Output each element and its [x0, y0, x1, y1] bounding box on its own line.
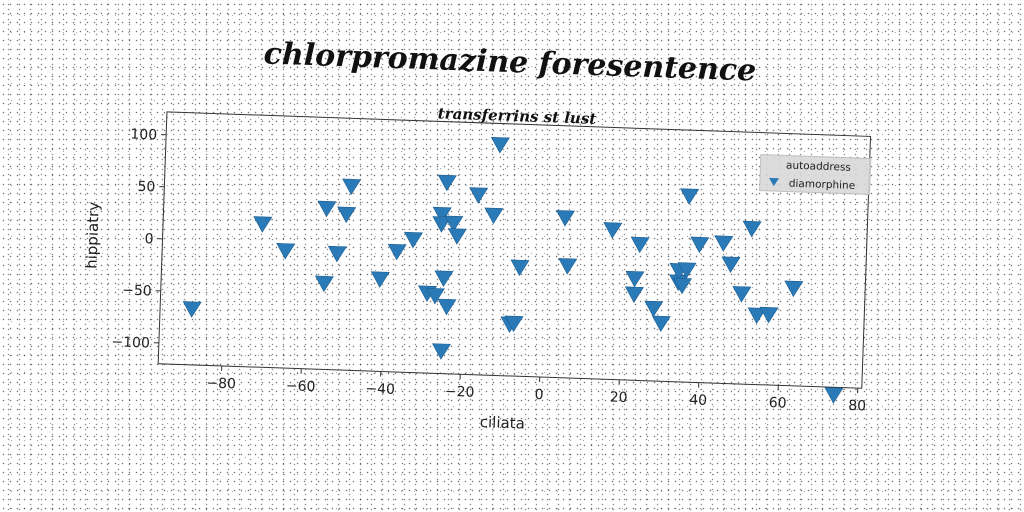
y-tick-label: −50	[122, 283, 152, 300]
data-point	[437, 174, 457, 192]
y-tick-label: 50	[137, 179, 155, 196]
chart-title: chlorpromazine foresentence	[263, 36, 757, 88]
data-point	[510, 259, 530, 277]
data-point	[759, 306, 779, 324]
data-point	[625, 270, 645, 288]
data-point	[624, 286, 644, 303]
data-point	[721, 256, 741, 274]
data-point	[504, 315, 524, 333]
data-point	[747, 307, 767, 324]
data-point	[432, 206, 452, 224]
x-axis-label: ciliata	[480, 413, 526, 433]
data-point	[434, 270, 454, 287]
data-point	[558, 258, 578, 275]
y-tick-label: 100	[130, 127, 157, 144]
y-axis-ticks: 100 50 0 −50 −100	[111, 127, 167, 352]
data-point	[555, 210, 575, 227]
data-point	[690, 236, 710, 254]
x-tick-label: −20	[445, 384, 475, 401]
data-point	[490, 136, 510, 154]
x-tick-label: 40	[689, 392, 707, 409]
data-point	[437, 298, 457, 316]
data-point	[403, 231, 424, 249]
x-tick-label: 20	[609, 389, 627, 406]
data-point	[432, 216, 452, 233]
x-tick-label: 80	[848, 398, 866, 415]
data-point	[644, 300, 664, 318]
data-point	[484, 207, 504, 225]
y-tick-label: 0	[144, 231, 153, 247]
data-point	[824, 387, 844, 404]
data-point	[317, 200, 337, 218]
data-point	[431, 343, 451, 360]
legend-box	[759, 154, 872, 195]
data-point	[314, 275, 334, 293]
chart-subtitle: transferrins st lust	[437, 104, 596, 128]
legend-marker-icon	[769, 177, 780, 187]
x-axis-ticks: −80 −60 −40 −20 0 20 40 60 80	[206, 365, 866, 415]
data-point	[630, 236, 650, 254]
plot-group: transferrins st lust −80 −60 −40 −20 0 20 40 60…	[82, 104, 872, 433]
x-tick-label: −60	[286, 378, 316, 395]
x-tick-label: −80	[206, 375, 236, 392]
data-point	[603, 222, 623, 239]
plot-area	[157, 111, 872, 389]
legend-title: autoaddress	[786, 160, 851, 174]
data-point	[276, 243, 296, 260]
x-tick-label: 60	[768, 395, 786, 412]
data-point	[651, 315, 671, 333]
x-tick-label: −40	[365, 381, 395, 398]
data-points	[182, 136, 844, 404]
y-axis-label: hippiatry	[82, 201, 102, 269]
data-point	[714, 235, 734, 252]
data-point	[425, 287, 445, 305]
data-point	[742, 220, 762, 238]
data-point	[370, 271, 390, 288]
data-point	[469, 187, 489, 204]
data-point	[182, 301, 202, 318]
data-point	[253, 216, 273, 233]
data-point	[342, 178, 362, 196]
data-point	[732, 286, 752, 303]
data-point	[337, 206, 357, 224]
data-point	[447, 228, 467, 245]
data-point	[672, 277, 693, 295]
legend-entry-diamorphine: diamorphine	[789, 178, 856, 192]
x-tick-label: 0	[534, 387, 543, 403]
data-point	[680, 188, 700, 205]
data-point	[387, 243, 407, 261]
legend: autoaddress diamorphine	[759, 154, 872, 195]
y-tick-label: −100	[111, 334, 150, 351]
data-point	[677, 262, 697, 279]
data-point	[444, 215, 464, 233]
data-point	[327, 245, 347, 263]
data-point	[784, 280, 804, 298]
